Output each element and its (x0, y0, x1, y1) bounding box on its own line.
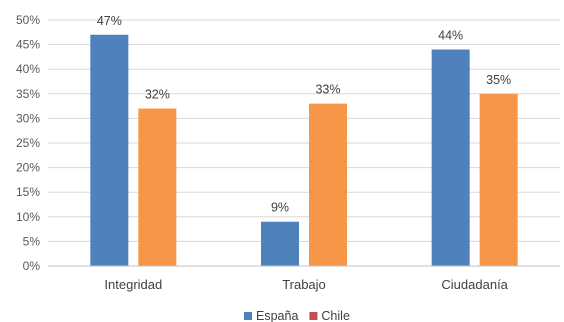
data-label: 9% (271, 201, 289, 215)
data-label: 32% (145, 88, 170, 102)
legend-swatch (244, 312, 252, 320)
bar-chile-1 (309, 103, 347, 266)
bar-chile-2 (479, 93, 518, 266)
y-tick-label: 30% (16, 111, 40, 125)
y-tick-label: 35% (16, 87, 40, 101)
y-tick-label: 45% (16, 38, 40, 52)
bar-espaa-2 (431, 49, 470, 266)
y-tick-label: 10% (16, 210, 40, 224)
bars (90, 34, 518, 267)
y-tick-label: 25% (16, 136, 40, 150)
legend-label: Chile (321, 309, 350, 322)
category-label: Integridad (104, 277, 162, 292)
data-label: 33% (315, 83, 340, 97)
data-label: 44% (438, 29, 463, 43)
data-label: 35% (486, 73, 511, 87)
y-axis-ticks: 0% 5% 10% 15% 20% 25% 30% 35% 40% 45% 50% (16, 13, 40, 273)
category-label: Ciudadanía (441, 277, 508, 292)
legend: España Chile (244, 309, 350, 322)
legend-swatch (309, 312, 318, 320)
bar-chile-0 (138, 108, 177, 266)
category-labels: Integridad Trabajo Ciudadanía (104, 277, 508, 292)
y-tick-label: 5% (23, 234, 41, 248)
bar-espaa-0 (90, 34, 129, 267)
y-tick-label: 15% (16, 185, 40, 199)
y-tick-label: 20% (16, 161, 40, 175)
y-tick-label: 0% (23, 259, 41, 273)
legend-label: España (256, 309, 298, 322)
bar-espaa-1 (261, 221, 299, 266)
gridlines (48, 19, 560, 242)
category-label: Trabajo (282, 277, 326, 292)
y-tick-label: 50% (16, 13, 40, 27)
data-labels: 47% 32% 9% 33% 44% 35% (97, 14, 511, 215)
data-label: 47% (97, 14, 122, 28)
y-tick-label: 40% (16, 62, 40, 76)
